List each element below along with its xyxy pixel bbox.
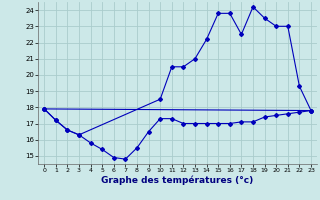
- X-axis label: Graphe des températures (°c): Graphe des températures (°c): [101, 176, 254, 185]
